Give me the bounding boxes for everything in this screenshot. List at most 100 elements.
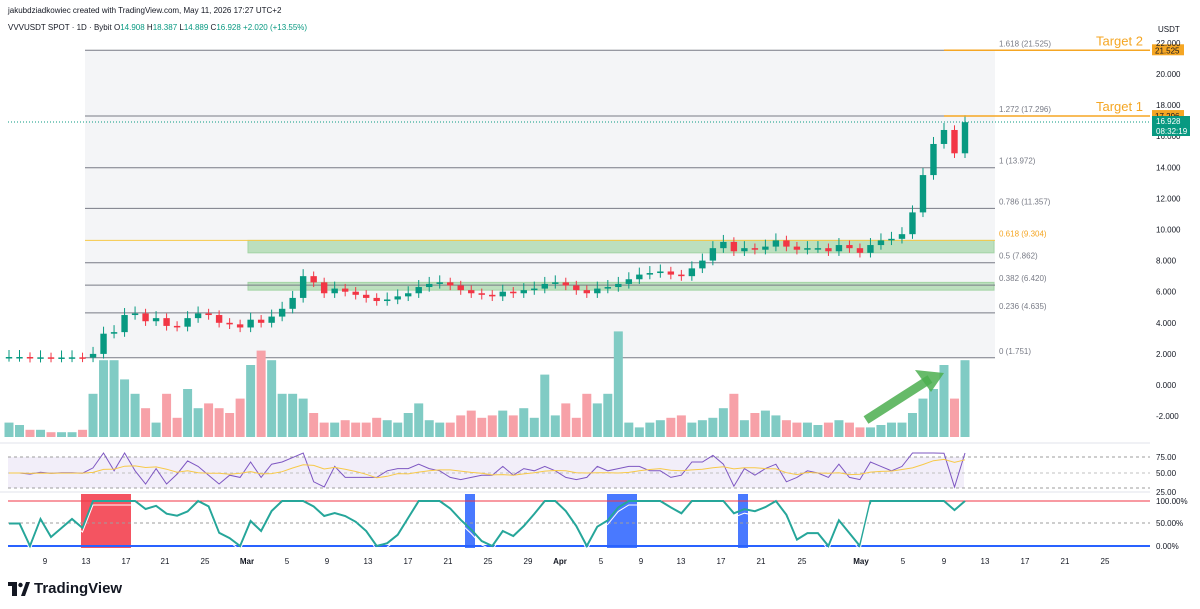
rsi-ma-line [9,458,966,479]
x-tick-label: 9 [325,557,330,566]
candle-body [205,313,212,316]
fib-level-label: 1 (13.972) [999,157,1036,166]
volume-bar [844,422,854,437]
tradingview-brand[interactable]: TradingView [8,580,122,597]
y-tick-label: 10.000 [1156,226,1181,235]
volume-bar [540,374,550,437]
candle-body [499,291,506,297]
candle-body [226,322,233,325]
x-tick-label: 9 [43,557,48,566]
fib-level-label: 0.618 (9.304) [999,229,1047,238]
volume-bar [277,393,287,437]
volume-bar [424,420,434,437]
candle-body [5,357,13,359]
volume-bar [823,422,833,437]
candle-body [510,291,517,294]
volume-bar [876,425,886,437]
volume-bar [256,350,266,437]
volume-bar [781,420,791,437]
candle-body [898,234,906,239]
close-value: 16.928 [216,23,241,32]
candle-body [47,357,55,359]
y-tick-label: 18.000 [1156,101,1181,110]
volume-bar [750,413,760,437]
volume-bar [99,360,109,437]
x-tick-label: 21 [161,557,170,566]
candle-body [625,279,633,284]
target-price-value: 21.525 [1155,46,1180,55]
x-tick-label: 17 [717,557,726,566]
volume-bar [414,403,424,437]
volume-bar [519,408,529,437]
candle-body [121,315,128,333]
target-price-tag [1152,110,1184,122]
rsi-line [9,452,966,489]
y-tick-label: 2.000 [1156,350,1177,359]
candle-body [426,283,433,288]
volume-bar [130,393,140,437]
candle-body [825,248,832,252]
candle-body [562,282,569,286]
y-tick-label: 6.000 [1156,288,1177,297]
fib-level-label: 0.236 (4.635) [999,302,1047,311]
volume-bar [834,420,844,437]
candle-body [699,260,706,269]
candle-body [131,313,139,316]
volume-bar [508,415,518,437]
candle-body [888,238,895,241]
candle-body [594,288,601,294]
volume-bar [739,420,749,437]
candle-body [331,288,338,294]
volume-bar [907,413,917,437]
x-tick-label: 13 [677,557,686,566]
x-tick-label: 13 [82,557,91,566]
fib-level-label: 0.382 (6.420) [999,274,1047,283]
x-tick-label: 21 [757,557,766,566]
fib-level-label: 0 (1.751) [999,347,1031,356]
x-tick-label: May [853,557,869,566]
brand-name: TradingView [34,580,123,597]
volume-bar [214,408,224,437]
volume-bar [445,422,455,437]
fib-level-label: 0.786 (11.357) [999,197,1051,206]
x-tick-label: 29 [524,557,533,566]
candle-body [961,122,969,154]
candle-body [173,325,181,328]
candle-body [730,241,738,252]
x-tick-label: 21 [1061,557,1070,566]
currency-label: USDT [1158,25,1180,34]
x-tick-label: 25 [798,557,807,566]
volume-bar [592,403,602,437]
volume-bar [372,417,382,437]
symbol-title: VVVUSDT SPOT · 1D · Bybit [8,23,112,32]
fib-level-label: 1.272 (17.296) [999,105,1051,114]
price-chart[interactable]: 1.618 (21.525) 1.272 (17.296) 1 (13.972) 0.… [0,0,1200,575]
stoch-tick-100: 100.00% [1156,497,1188,506]
stoch-line [9,499,966,549]
x-tick-label: 13 [364,557,373,566]
candle-body [951,129,958,154]
x-tick-label: 17 [122,557,131,566]
volume-bar [760,410,770,437]
volume-bar [183,389,193,437]
y-tick-label: 8.000 [1156,257,1177,266]
y-tick-label: 12.000 [1156,194,1181,203]
candle-body [762,246,769,250]
volume-bar [246,365,256,437]
candle-body [79,357,86,359]
volume-bar [813,425,823,437]
volume-bar [666,417,676,437]
y-tick-label: 14.000 [1156,163,1181,172]
volume-bar [403,413,413,437]
candle-body [457,285,464,291]
volume-bar [57,432,67,437]
candle-body [867,245,874,253]
stoch-tick-0: 0.00% [1156,542,1179,551]
volume-bar [109,360,119,437]
symbol-legend[interactable]: VVVUSDT SPOT · 1D · Bybit O14.908 H18.38… [8,23,307,32]
candle-body [646,273,654,275]
volume-bar [340,420,350,437]
x-tick-label: 21 [444,557,453,566]
candle-body [341,288,349,292]
x-tick-label: 17 [404,557,413,566]
